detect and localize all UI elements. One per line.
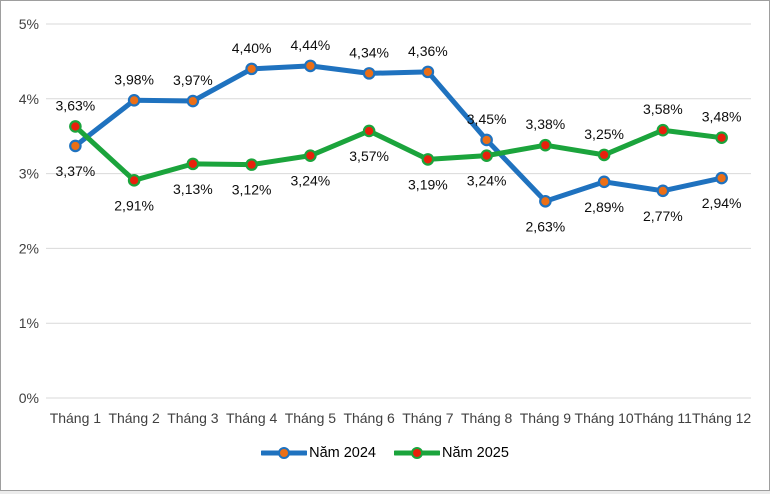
data-point-label-n-m-2024: 2,94% <box>702 195 742 211</box>
data-point-label-n-m-2024: 4,34% <box>349 44 389 60</box>
y-axis-tick-label: 4% <box>19 91 39 107</box>
x-axis-tick-label: Tháng 10 <box>575 410 634 426</box>
data-point-marker-n-m-2025 <box>362 124 376 138</box>
legend-item-nam-2024: Năm 2024 <box>261 445 376 461</box>
x-axis-tick-label: Tháng 9 <box>520 410 572 426</box>
data-point-label-n-m-2024: 4,44% <box>291 37 331 53</box>
legend-line-marker-2024-icon <box>261 447 308 459</box>
x-axis-tick-label: Tháng 1 <box>50 410 102 426</box>
data-point-marker-n-m-2025 <box>127 174 141 187</box>
legend-label-nam-2025: Năm 2025 <box>442 445 509 461</box>
data-point-label-n-m-2025: 3,25% <box>584 126 624 142</box>
data-point-marker-n-m-2024 <box>421 65 435 79</box>
data-point-label-n-m-2025: 3,24% <box>467 173 507 189</box>
x-axis-tick-label: Tháng 6 <box>343 410 395 426</box>
data-point-label-n-m-2024: 3,37% <box>56 163 96 179</box>
x-axis-tick-label: Tháng 12 <box>692 410 751 426</box>
data-point-label-n-m-2024: 2,77% <box>643 208 683 224</box>
y-axis-tick-label: 1% <box>19 315 39 331</box>
data-point-marker-n-m-2025 <box>304 149 317 162</box>
data-point-marker-n-m-2024 <box>597 175 611 189</box>
data-point-marker-n-m-2025 <box>480 149 493 162</box>
chart-legend: Năm 2024 Năm 2025 <box>1 445 769 461</box>
data-point-label-n-m-2025: 2,91% <box>114 197 154 213</box>
data-point-marker-n-m-2025 <box>656 123 670 137</box>
data-point-label-n-m-2024: 4,36% <box>408 43 448 59</box>
data-point-marker-n-m-2024 <box>715 171 728 185</box>
data-point-label-n-m-2025: 3,57% <box>349 148 389 164</box>
y-axis-tick-label: 5% <box>19 16 39 32</box>
data-point-marker-n-m-2025 <box>597 148 611 162</box>
data-point-label-n-m-2025: 3,38% <box>526 116 566 132</box>
data-point-marker-n-m-2024 <box>186 94 200 108</box>
data-point-label-n-m-2025: 3,48% <box>702 109 742 125</box>
data-point-marker-n-m-2024 <box>304 59 317 73</box>
y-axis-tick-label: 2% <box>19 240 39 256</box>
data-point-label-n-m-2024: 2,89% <box>584 199 624 215</box>
data-point-marker-n-m-2024 <box>362 67 376 80</box>
x-axis-tick-label: Tháng 3 <box>167 410 219 426</box>
data-point-label-n-m-2025: 3,12% <box>232 182 272 198</box>
x-axis-tick-label: Tháng 2 <box>108 410 160 426</box>
x-axis-tick-label: Tháng 7 <box>402 410 454 426</box>
legend-line-marker-2025-icon <box>394 447 440 459</box>
data-point-marker-n-m-2024 <box>245 62 258 76</box>
data-point-marker-n-m-2024 <box>539 194 552 208</box>
data-point-marker-n-m-2024 <box>480 133 493 147</box>
legend-item-nam-2025: Năm 2025 <box>394 445 509 461</box>
x-axis-tick-label: Tháng 8 <box>461 410 513 426</box>
legend-sample-marker <box>411 447 423 459</box>
y-axis-tick-label: 0% <box>19 390 39 406</box>
data-point-marker-n-m-2024 <box>656 184 670 198</box>
x-axis-tick-label: Tháng 11 <box>634 410 692 426</box>
data-point-label-n-m-2024: 4,40% <box>232 40 272 56</box>
legend-sample-marker <box>278 447 291 459</box>
y-axis-tick-label: 3% <box>19 166 39 182</box>
data-point-label-n-m-2024: 2,63% <box>526 218 566 234</box>
data-point-marker-n-m-2025 <box>245 158 258 171</box>
x-axis-tick-label: Tháng 5 <box>285 410 337 426</box>
x-axis-tick-label: Tháng 4 <box>226 410 278 426</box>
data-point-label-n-m-2024: 3,97% <box>173 72 213 88</box>
data-point-marker-n-m-2024 <box>69 139 82 153</box>
data-point-label-n-m-2025: 3,13% <box>173 181 213 197</box>
line-chart-plot-area: 0% 1% 2% 3% 4% 5% Tháng 1 Tháng 2 Tháng 3 Tháng 4… <box>19 16 752 426</box>
data-point-marker-n-m-2025 <box>539 138 552 152</box>
data-point-label-n-m-2025: 3,24% <box>291 173 331 189</box>
series-line-n-m-2025 <box>72 123 725 183</box>
data-point-marker-n-m-2025 <box>186 157 200 171</box>
legend-label-nam-2024: Năm 2024 <box>309 445 376 461</box>
series-line-n-m-2024 <box>72 63 725 204</box>
data-point-marker-n-m-2025 <box>69 120 82 133</box>
data-point-label-n-m-2025: 3,58% <box>643 101 683 117</box>
data-point-label-n-m-2025: 3,63% <box>56 97 96 113</box>
data-point-label-n-m-2025: 3,19% <box>408 176 448 192</box>
data-point-marker-n-m-2025 <box>715 131 728 144</box>
data-point-marker-n-m-2024 <box>127 93 141 107</box>
data-point-label-n-m-2024: 3,45% <box>467 111 507 127</box>
data-point-marker-n-m-2025 <box>421 153 435 166</box>
data-point-label-n-m-2024: 3,98% <box>114 71 154 87</box>
